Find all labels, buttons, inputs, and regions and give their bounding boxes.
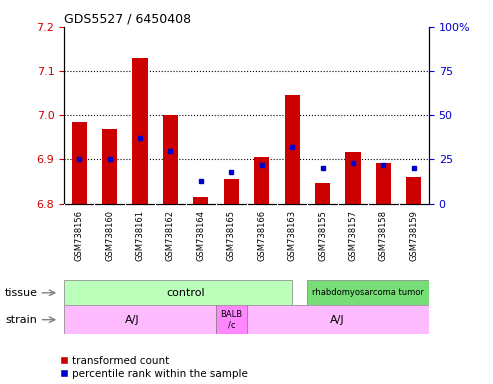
Bar xyxy=(224,179,239,204)
Legend: transformed count, percentile rank within the sample: transformed count, percentile rank withi… xyxy=(60,356,248,379)
Bar xyxy=(163,115,178,204)
Text: GSM738162: GSM738162 xyxy=(166,210,175,261)
Bar xyxy=(64,305,216,334)
Bar xyxy=(254,157,269,204)
Bar xyxy=(315,183,330,204)
Text: GSM738160: GSM738160 xyxy=(105,210,114,261)
Text: A/J: A/J xyxy=(330,314,345,325)
Bar xyxy=(284,95,300,204)
Text: control: control xyxy=(166,288,205,298)
Text: strain: strain xyxy=(5,314,37,325)
Bar xyxy=(102,129,117,204)
Text: A/J: A/J xyxy=(125,314,140,325)
Text: GSM738161: GSM738161 xyxy=(136,210,144,261)
Bar xyxy=(193,197,209,204)
Bar xyxy=(64,280,292,305)
Text: GDS5527 / 6450408: GDS5527 / 6450408 xyxy=(64,13,191,26)
Text: BALB
/c: BALB /c xyxy=(220,310,243,329)
Text: GSM738155: GSM738155 xyxy=(318,210,327,260)
Bar xyxy=(376,163,391,204)
Bar xyxy=(406,177,422,204)
Bar xyxy=(216,305,246,334)
Text: GSM738157: GSM738157 xyxy=(349,210,357,261)
Text: GSM738163: GSM738163 xyxy=(287,210,297,261)
Text: GSM738166: GSM738166 xyxy=(257,210,266,261)
Bar xyxy=(133,58,148,204)
Bar xyxy=(246,305,429,334)
Text: GSM738156: GSM738156 xyxy=(75,210,84,261)
Bar xyxy=(71,122,87,204)
Text: tissue: tissue xyxy=(5,288,38,298)
Text: GSM738164: GSM738164 xyxy=(196,210,206,261)
Text: GSM738165: GSM738165 xyxy=(227,210,236,261)
Text: GSM738158: GSM738158 xyxy=(379,210,388,261)
Bar xyxy=(307,280,429,305)
Text: rhabdomyosarcoma tumor: rhabdomyosarcoma tumor xyxy=(312,288,424,297)
Bar xyxy=(345,152,360,204)
Text: GSM738159: GSM738159 xyxy=(409,210,418,260)
